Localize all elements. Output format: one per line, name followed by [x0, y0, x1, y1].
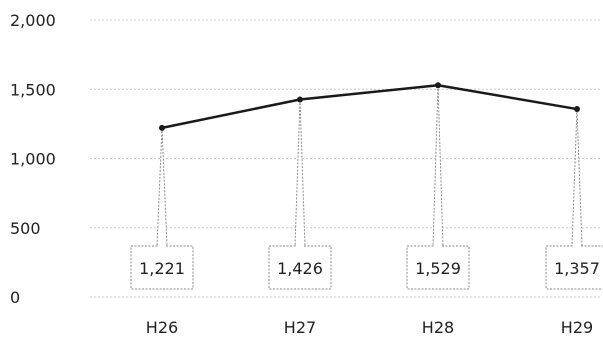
- x-tick-label: H28: [422, 318, 454, 337]
- x-tick-label: H27: [284, 318, 316, 337]
- data-point: [297, 96, 303, 103]
- data-label-callout: 1,221: [130, 127, 194, 290]
- callout-pointer: [294, 99, 306, 247]
- series-line: [161, 83, 578, 130]
- y-tick-label: 2,000: [10, 11, 56, 30]
- y-tick-label: 1,500: [10, 80, 56, 99]
- data-point: [159, 124, 165, 131]
- grid-lines: [90, 19, 600, 298]
- data-point: [574, 106, 580, 113]
- x-tick-label: H26: [146, 318, 178, 337]
- y-tick-label: 0: [10, 288, 20, 307]
- data-point-markers: [159, 82, 580, 131]
- callout-pointer: [571, 109, 583, 247]
- callout-box: [268, 245, 332, 290]
- callout-box: [545, 245, 603, 290]
- x-tick-label: H29: [561, 318, 593, 337]
- data-label: 1,529: [415, 259, 461, 278]
- y-tick-label: 1,000: [10, 150, 56, 169]
- data-label: 1,426: [277, 259, 323, 278]
- x-axis-tick-labels: H26 H27 H28 H29: [146, 318, 593, 337]
- y-axis-tick-labels: 0 500 1,000 1,500 2,000: [10, 11, 56, 307]
- data-label: 1,357: [554, 259, 600, 278]
- callout-box: [130, 245, 194, 290]
- data-point: [435, 82, 441, 89]
- data-label-callout: 1,357: [545, 109, 603, 290]
- series-line-group: [161, 83, 578, 130]
- callout-pointer: [432, 85, 444, 247]
- data-label-callout: 1,529: [406, 85, 470, 290]
- callout-box: [406, 245, 470, 290]
- data-label-callouts: 1,221 1,426 1,529 1,357: [130, 85, 603, 290]
- y-tick-label: 500: [10, 219, 41, 238]
- data-label-callout: 1,426: [268, 99, 332, 290]
- callout-pointer: [156, 127, 168, 247]
- data-label: 1,221: [139, 259, 185, 278]
